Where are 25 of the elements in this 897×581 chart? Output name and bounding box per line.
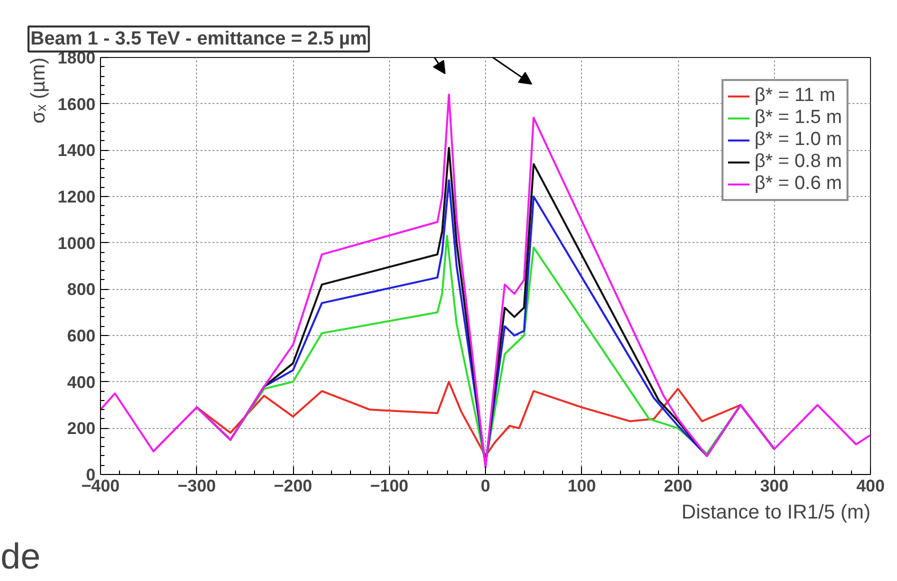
x-tick-label: −200 (274, 476, 312, 496)
legend-label: β* = 0.8 m (754, 151, 842, 173)
y-tick-label: 600 (67, 326, 96, 346)
x-tick-label: 0 (480, 476, 490, 496)
legend-label: β* = 1.0 m (754, 129, 842, 151)
chart-title: Beam 1 - 3.5 TeV - emittance = 2.5 µm (30, 28, 367, 50)
y-tick-label: 1400 (58, 141, 96, 160)
y-tick-label: 1000 (58, 234, 96, 253)
x-tick-label: −300 (178, 476, 216, 496)
x-tick-label: 100 (568, 476, 596, 496)
y-tick-label: 1600 (58, 94, 96, 114)
y-tick-label: 800 (67, 280, 96, 300)
y-axis-title: σₓ (µm) (28, 58, 50, 124)
legend-label: β* = 0.6 m (754, 173, 842, 195)
y-tick-label: 400 (67, 372, 96, 392)
x-tick-label: 400 (856, 476, 885, 496)
y-tick-label: 1200 (58, 188, 96, 206)
x-axis-title: Distance to IR1/5 (m) (682, 502, 871, 524)
x-tick-label: 300 (760, 476, 788, 496)
y-tick-label: 200 (67, 419, 96, 438)
x-tick-label: −100 (370, 476, 408, 496)
legend-label: β* = 11 m (754, 85, 836, 107)
legend-label: β* = 1.5 m (754, 107, 842, 129)
x-tick-label: 200 (664, 476, 692, 496)
text: de (0, 536, 41, 576)
